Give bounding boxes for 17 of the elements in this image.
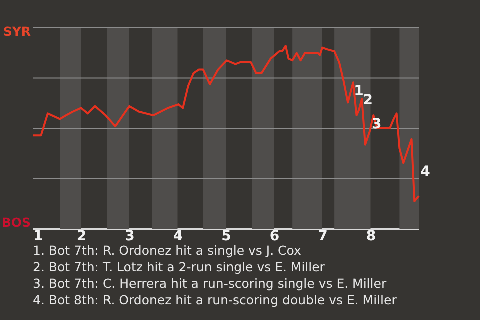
text: 4. Bot 8th: R. Ordonez hit a run-scoring double vs E. Miller (33, 292, 398, 308)
x-tick-label: 3 (125, 228, 135, 244)
x-tick-label: 5 (222, 228, 232, 244)
x-tick-label: 6 (270, 228, 280, 244)
annotation: 1 (354, 83, 364, 100)
text: 3. Bot 7th: C. Herrera hit a run-scoring single vs E. Miller (33, 276, 388, 291)
x-tick-label: 1 (34, 228, 44, 244)
annotation: 4 (420, 164, 431, 180)
text: 2. Bot 7th: T. Lotz hit a 2-run single vs E. Miller (33, 260, 326, 274)
x-tick-label: 2 (76, 228, 87, 244)
text: SYR (3, 24, 32, 39)
x-tick-label: 7 (318, 228, 328, 244)
annotation: 2 (363, 92, 374, 109)
text: BOS (2, 215, 31, 230)
x-tick-label: 4 (173, 228, 184, 244)
text: 1. Bot 7th: R. Ordonez hit a single vs J. Cox (33, 243, 302, 258)
x-tick-label: 8 (366, 228, 376, 244)
